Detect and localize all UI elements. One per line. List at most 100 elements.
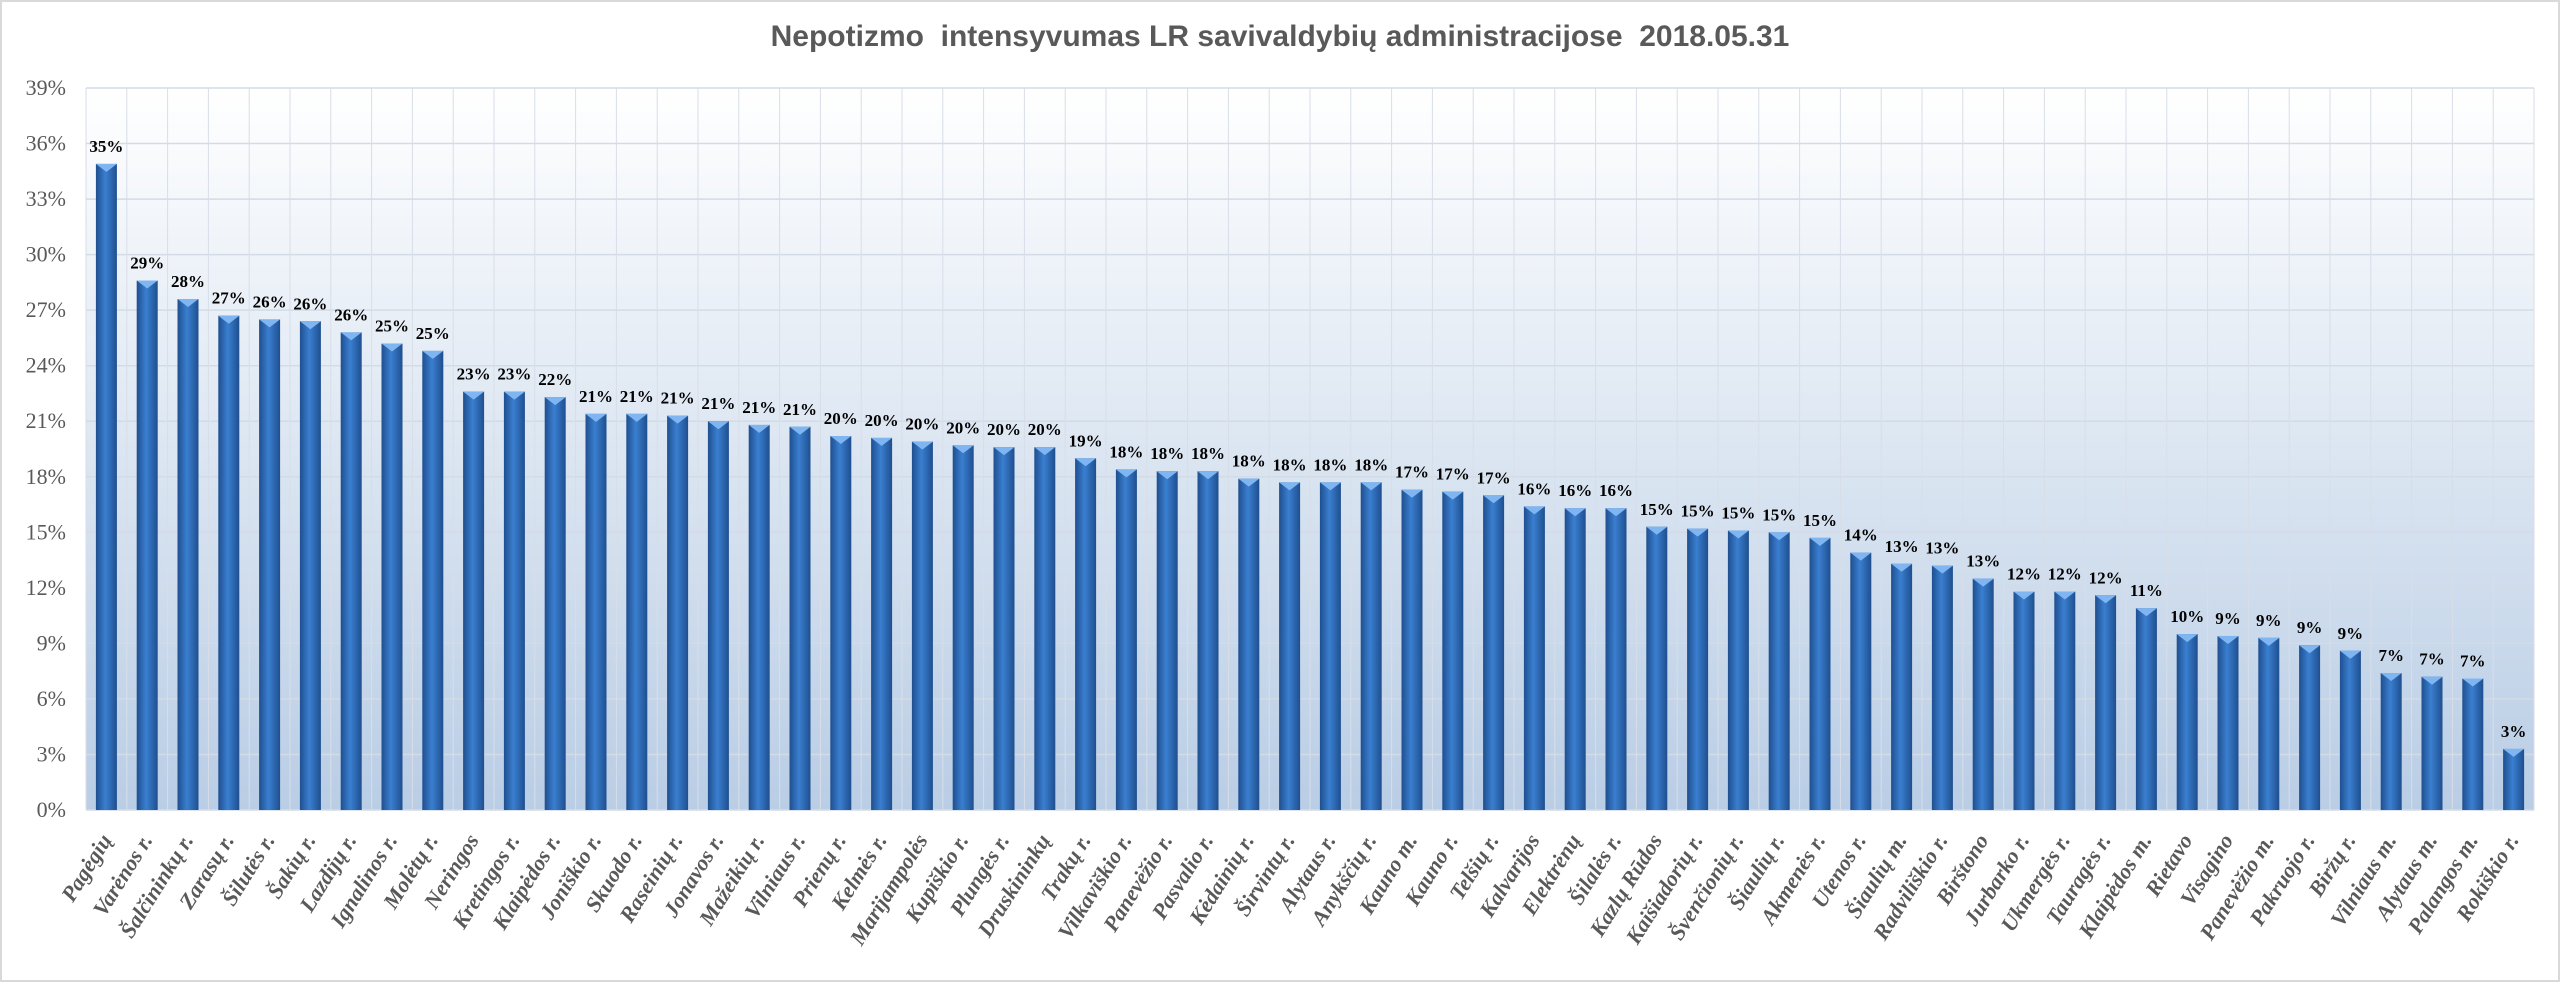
data-label: 20%: [987, 420, 1021, 439]
bar-body: [1646, 526, 1668, 810]
bar-body: [299, 321, 321, 810]
bar: [218, 315, 240, 810]
data-label: 25%: [416, 324, 450, 343]
y-tick-label: 0%: [37, 797, 66, 822]
y-tick-label: 27%: [26, 297, 66, 322]
bar-cap: [2135, 608, 2157, 617]
data-label: 10%: [2170, 607, 2204, 626]
bar: [667, 415, 689, 810]
bar-cap: [1319, 482, 1341, 491]
bar: [1115, 469, 1137, 810]
bar: [1687, 528, 1709, 810]
bar: [911, 441, 933, 810]
data-label: 15%: [1681, 502, 1715, 521]
bar-body: [952, 445, 974, 810]
bar: [1646, 526, 1668, 810]
data-label: 18%: [1273, 455, 1307, 474]
bar-body: [1238, 478, 1260, 810]
data-label: 26%: [253, 292, 287, 311]
bar-cap: [1034, 447, 1056, 456]
y-tick-label: 30%: [26, 242, 66, 267]
bar-body: [177, 299, 199, 810]
y-tick-label: 12%: [26, 575, 66, 600]
bar-body: [2217, 635, 2239, 810]
data-label: 15%: [1640, 500, 1674, 519]
data-label: 21%: [620, 387, 654, 406]
bar-body: [871, 437, 893, 810]
data-label: 3%: [2501, 722, 2527, 741]
bar-cap: [503, 391, 525, 400]
bar-cap: [911, 441, 933, 450]
bar: [1034, 447, 1056, 810]
bar-cap: [667, 415, 689, 424]
bar: [1238, 478, 1260, 810]
data-label: 21%: [579, 387, 613, 406]
bar: [1891, 563, 1913, 810]
data-label: 11%: [2130, 581, 2163, 600]
bar-body: [1564, 508, 1586, 810]
bar: [1442, 491, 1464, 810]
bar-body: [1319, 482, 1341, 810]
bar-cap: [136, 280, 158, 289]
bar: [2095, 595, 2117, 810]
y-tick-label: 21%: [26, 408, 66, 433]
bar-body: [2339, 650, 2361, 810]
data-label: 23%: [457, 365, 491, 384]
bar-cap: [177, 299, 199, 308]
data-label: 29%: [130, 254, 164, 273]
data-label: 20%: [865, 411, 899, 430]
y-axis: 0% 3% 6% 9% 12% 15% 18% 21% 24% 27% 30% 33% 36% 39%: [26, 75, 66, 822]
bar: [1523, 506, 1545, 810]
bar-body: [830, 436, 852, 810]
bar-body: [748, 424, 770, 810]
bars: [95, 163, 2525, 810]
bar-body: [585, 413, 607, 810]
bar-cap: [259, 319, 281, 328]
y-tick-label: 24%: [26, 353, 66, 378]
bar: [422, 350, 444, 810]
data-label: 28%: [171, 272, 205, 291]
bar-cap: [1156, 471, 1178, 480]
bar-cap: [2421, 676, 2443, 685]
bar: [1401, 489, 1423, 810]
bar: [2299, 645, 2321, 810]
bar-cap: [626, 413, 648, 422]
bar-body: [1972, 578, 1994, 810]
bar-body: [2380, 673, 2402, 810]
bar-cap: [422, 350, 444, 359]
bar-body: [2421, 676, 2443, 810]
bar-body: [707, 421, 729, 810]
bar-cap: [2217, 635, 2239, 644]
data-label: 16%: [1517, 479, 1551, 498]
bar-cap: [1564, 508, 1586, 517]
bar-body: [1034, 447, 1056, 810]
bar: [1197, 471, 1219, 810]
data-label: 7%: [2419, 650, 2445, 669]
data-label: 7%: [2378, 646, 2404, 665]
data-label: 16%: [1558, 481, 1592, 500]
data-label: 12%: [2048, 565, 2082, 584]
data-label: 25%: [375, 316, 409, 335]
bar-cap: [544, 397, 566, 406]
bar-cap: [1809, 537, 1831, 546]
data-label: 12%: [2007, 565, 2041, 584]
data-label: 17%: [1477, 468, 1511, 487]
bar-cap: [1646, 526, 1668, 535]
data-label: 13%: [1885, 537, 1919, 556]
bar-body: [1850, 552, 1872, 810]
bar-body: [1156, 471, 1178, 810]
data-label: 15%: [1762, 505, 1796, 524]
data-label: 16%: [1599, 481, 1633, 500]
bar: [1156, 471, 1178, 810]
bar-body: [626, 413, 648, 810]
bar-cap: [340, 332, 362, 341]
bar-cap: [789, 426, 811, 435]
data-labels: 35% 29% 28% 27% 26% 26% 26% 25% 25% 23% 23% 22% 21% 2…: [89, 137, 2526, 741]
bar-cap: [1727, 530, 1749, 539]
bar-cap: [952, 445, 974, 454]
bar-cap: [993, 447, 1015, 456]
bar-body: [1075, 458, 1097, 810]
data-label: 18%: [1150, 444, 1184, 463]
bar-body: [463, 391, 485, 810]
